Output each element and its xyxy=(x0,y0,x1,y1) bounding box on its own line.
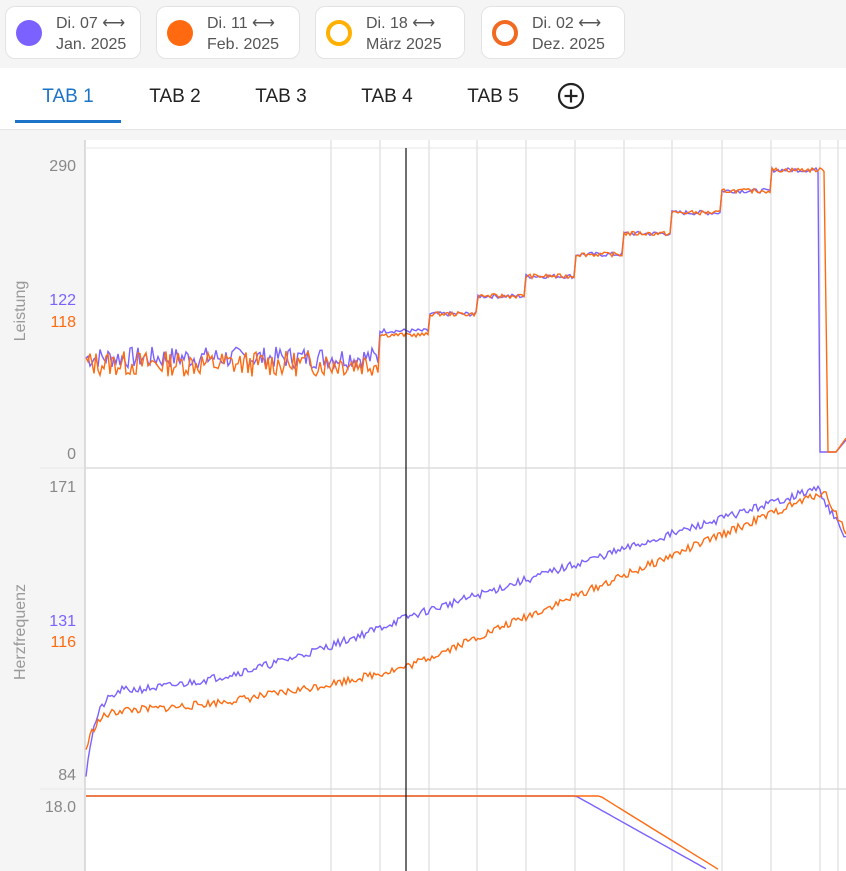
filled-circle-icon xyxy=(167,20,193,46)
power-tick-max: 290 xyxy=(49,158,76,175)
hr-axis-title: Herzfrequenz xyxy=(12,584,29,680)
active-tab-indicator xyxy=(15,120,121,123)
tab-3[interactable]: TAB 3 xyxy=(255,86,307,107)
third-line-series2 xyxy=(86,795,719,870)
charts-area[interactable]: Leistung 290 0 122 118 Herzfrequenz 171 … xyxy=(0,130,846,871)
power-cursor-value-series1: 122 xyxy=(49,292,76,309)
legend-chip-line1: Di. 18 ⟷ xyxy=(366,15,436,32)
legend-chip-4[interactable]: Di. 02 ⟷ Dez. 2025 xyxy=(481,6,625,59)
hr-line-series1 xyxy=(85,484,846,777)
legend-bar: Di. 07 ⟷ Jan. 2025 Di. 11 ⟷ Feb. 2025 Di… xyxy=(0,0,846,68)
hr-tick-max: 171 xyxy=(49,479,76,496)
power-line-series2 xyxy=(85,166,846,453)
legend-chip-3[interactable]: Di. 18 ⟷ März 2025 xyxy=(315,6,465,59)
tab-2[interactable]: TAB 2 xyxy=(149,86,201,107)
ring-circle-icon xyxy=(492,20,518,46)
legend-chip-line2: Dez. 2025 xyxy=(532,36,605,53)
power-tick-min: 0 xyxy=(67,446,76,463)
third-tick-max: 18.0 xyxy=(45,799,76,816)
tab-1[interactable]: TAB 1 xyxy=(42,86,94,107)
tab-5[interactable]: TAB 5 xyxy=(467,86,519,107)
ring-circle-icon xyxy=(326,20,352,46)
legend-chip-line2: Feb. 2025 xyxy=(207,36,280,53)
legend-chip-line2: Jan. 2025 xyxy=(56,36,127,53)
tab-bar: TAB 1 TAB 2 TAB 3 TAB 4 TAB 5 xyxy=(0,68,846,130)
legend-chip-line2: März 2025 xyxy=(366,36,442,53)
legend-chip-line1: Di. 02 ⟷ xyxy=(532,15,602,32)
hr-tick-min: 84 xyxy=(58,767,76,784)
plus-circle-icon[interactable] xyxy=(556,81,586,111)
plot-background xyxy=(85,140,846,871)
power-axis-title: Leistung xyxy=(12,281,29,342)
hr-line-series2 xyxy=(85,490,846,750)
hr-cursor-value-series2: 116 xyxy=(50,634,76,651)
hr-cursor-value-series1: 131 xyxy=(49,613,76,630)
legend-chip-1[interactable]: Di. 07 ⟷ Jan. 2025 xyxy=(5,6,141,59)
legend-chip-2[interactable]: Di. 11 ⟷ Feb. 2025 xyxy=(156,6,300,59)
legend-chip-line1: Di. 11 ⟷ xyxy=(207,15,275,32)
power-cursor-value-series2: 118 xyxy=(50,314,76,331)
legend-chip-line1: Di. 07 ⟷ xyxy=(56,15,126,32)
filled-circle-icon xyxy=(16,20,42,46)
tab-4[interactable]: TAB 4 xyxy=(361,86,413,107)
power-line-series1 xyxy=(85,165,846,453)
